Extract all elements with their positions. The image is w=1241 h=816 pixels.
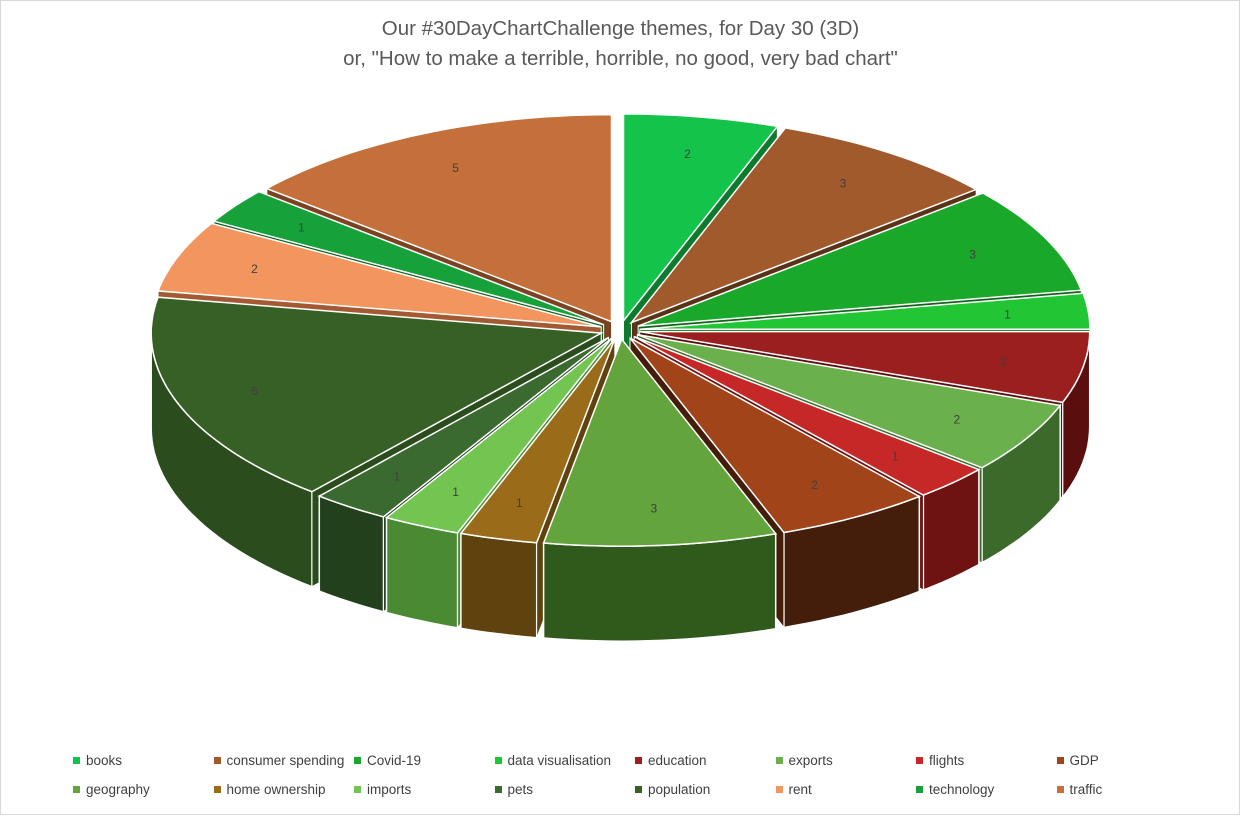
legend-swatch <box>73 786 80 793</box>
chart-subtitle-line-2: or, "How to make a terrible, horrible, n… <box>343 47 898 70</box>
data-label-data-visualisation: 1 <box>1004 307 1011 321</box>
legend-swatch <box>775 786 783 793</box>
legend-label: traffic <box>1069 782 1103 797</box>
legend-swatch <box>213 757 221 764</box>
legend-swatch <box>1056 786 1064 793</box>
slice-traffic <box>265 113 613 323</box>
legend-swatch <box>213 786 221 793</box>
legend-swatch <box>635 786 642 793</box>
slice-books <box>622 113 779 324</box>
slice-geography <box>542 337 778 547</box>
legend-item-geography: geography <box>73 782 150 797</box>
data-label-covid-19: 3 <box>969 247 976 261</box>
legend-item-imports: imports <box>354 782 411 797</box>
legend-label: flights <box>929 753 965 768</box>
slice-data-visualisation <box>639 292 1091 330</box>
legend-item-exports: exports <box>775 753 833 768</box>
legend-item-education: education <box>635 753 707 768</box>
slice-technology <box>212 190 604 326</box>
legend-label: pets <box>507 782 534 797</box>
legend-item-traffic: traffic <box>1056 782 1103 797</box>
legend-item-rent: rent <box>775 782 812 797</box>
chart-legend: books consumer spending Covid-19 data visua… <box>73 753 1193 809</box>
legend-item-covid-19: Covid-19 <box>354 753 421 768</box>
slice-home-ownership <box>459 338 616 544</box>
legend-label: technology <box>929 782 995 797</box>
legend-item-books: books <box>73 753 122 768</box>
legend-label: home ownership <box>226 782 326 797</box>
legend-swatch <box>354 757 361 764</box>
legend-swatch <box>354 786 361 793</box>
legend-swatch <box>916 786 923 793</box>
slice-side-home-ownership <box>460 532 538 639</box>
chart-title: Our #30DayChartChallenge themes, for Day… <box>0 14 1241 74</box>
data-label-flights: 1 <box>892 450 899 464</box>
data-label-population: 6 <box>251 384 258 398</box>
slice-side-geography <box>542 532 777 642</box>
data-label-education: 2 <box>1000 354 1007 368</box>
legend-item-population: population <box>635 782 710 797</box>
legend-item-technology: technology <box>916 782 994 797</box>
data-label-rent: 2 <box>251 262 258 276</box>
slice-rent <box>156 222 602 328</box>
slice-education <box>639 330 1091 404</box>
data-label-exports: 2 <box>954 413 961 427</box>
legend-swatch <box>494 786 502 793</box>
data-label-gdp: 2 <box>811 478 818 492</box>
legend-label: Covid-19 <box>367 753 422 768</box>
slice-imports <box>384 337 613 534</box>
legend-item-gdp: GDP <box>1056 753 1099 768</box>
legend-label: education <box>648 753 707 768</box>
legend-item-consumer-spending: consumer spending <box>213 753 345 768</box>
data-label-imports: 1 <box>452 485 459 499</box>
legend-label: population <box>648 782 711 797</box>
legend-item-flights: flights <box>916 753 964 768</box>
legend-label: geography <box>86 782 150 797</box>
legend-swatch <box>916 757 923 764</box>
legend-label: rent <box>788 782 812 797</box>
data-label-consumer-spending: 3 <box>840 176 847 190</box>
data-label-books: 2 <box>684 147 691 161</box>
slice-pets <box>317 336 609 518</box>
legend-swatch <box>635 757 642 764</box>
legend-swatch <box>775 757 783 764</box>
data-label-traffic: 5 <box>452 161 459 175</box>
slice-flights <box>633 335 981 496</box>
slice-population <box>150 296 604 493</box>
legend-swatch <box>1056 757 1064 764</box>
slice-side-imports <box>385 516 459 629</box>
slice-exports <box>637 333 1062 469</box>
legend-item-pets: pets <box>494 782 534 797</box>
legend-label: consumer spending <box>226 753 345 768</box>
legend-item-data-visualisation: data visualisation <box>494 753 612 768</box>
legend-label: data visualisation <box>507 753 612 768</box>
data-label-geography: 3 <box>651 501 658 515</box>
legend-label: books <box>86 753 123 768</box>
legend-label: exports <box>788 753 833 768</box>
slice-covid-19 <box>637 192 1083 327</box>
legend-swatch <box>73 757 80 764</box>
slice-consumer-spending <box>629 127 979 325</box>
data-label-home-ownership: 1 <box>516 496 523 510</box>
data-label-pets: 1 <box>394 470 401 484</box>
chart-title-line-1: Our #30DayChartChallenge themes, for Day… <box>381 17 860 40</box>
slice-gdp <box>629 337 922 534</box>
data-label-technology: 1 <box>298 220 305 234</box>
legend-label: imports <box>367 782 412 797</box>
legend-label: GDP <box>1069 753 1099 768</box>
legend-swatch <box>494 757 502 764</box>
legend-item-home-ownership: home ownership <box>213 782 326 797</box>
